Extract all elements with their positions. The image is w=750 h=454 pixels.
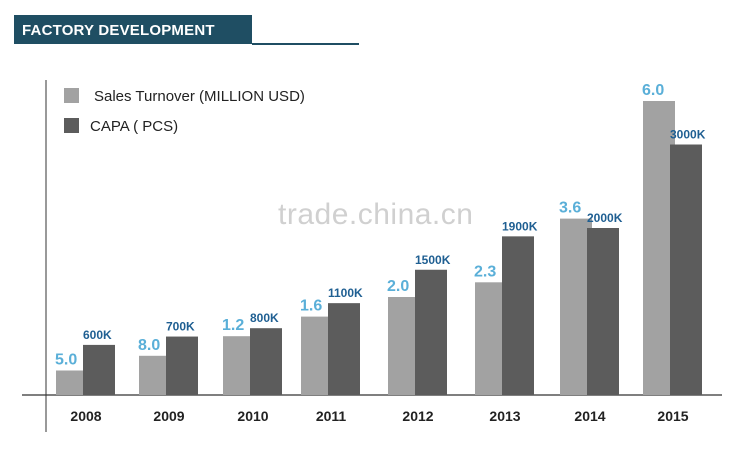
x-tick-label-2012: 2012 [402, 408, 433, 424]
bar-capa-2015 [670, 144, 702, 395]
bar-capa-2011 [328, 303, 360, 395]
x-tick-label-2011: 2011 [316, 408, 347, 424]
legend-swatch-sales [64, 88, 79, 103]
data-label-capa-2010: 800K [250, 311, 279, 325]
bar-capa-2014 [587, 228, 619, 395]
data-label-sales-2012: 2.0 [387, 278, 409, 295]
watermark: trade.china.cn [278, 198, 474, 231]
data-label-capa-2015: 3000K [670, 128, 706, 142]
legend-label-sales: Sales Turnover (MILLION USD) [94, 88, 305, 105]
data-label-capa-2008: 600K [83, 328, 112, 342]
data-label-sales-2013: 2.3 [474, 263, 496, 280]
bar-sales-2014 [560, 218, 592, 395]
data-label-sales-2008: 5.0 [55, 352, 77, 369]
bar-capa-2012 [415, 269, 447, 395]
legend-label-capa: CAPA ( PCS) [90, 118, 178, 135]
bar-sales-2015 [643, 101, 675, 395]
x-tick-label-2010: 2010 [237, 408, 268, 424]
x-tick-label-2013: 2013 [489, 408, 520, 424]
data-label-capa-2009: 700K [166, 320, 195, 334]
data-label-capa-2012: 1500K [415, 253, 451, 267]
data-label-capa-2011: 1100K [328, 286, 363, 300]
bar-sales-2010 [223, 336, 255, 395]
data-label-sales-2010: 1.2 [222, 317, 244, 334]
data-label-sales-2014: 3.6 [559, 200, 581, 217]
x-tick-label-2014: 2014 [574, 408, 605, 424]
header-underline [252, 43, 359, 45]
bar-capa-2008 [83, 344, 115, 395]
bar-capa-2013 [502, 236, 534, 395]
bar-sales-2011 [301, 316, 333, 395]
data-label-sales-2011: 1.6 [300, 298, 322, 315]
x-tick-label-2008: 2008 [70, 408, 101, 424]
legend-swatch-capa [64, 118, 79, 133]
section-title: FACTORY DEVELOPMENT [22, 22, 215, 39]
data-label-sales-2009: 8.0 [138, 337, 160, 354]
data-label-capa-2013: 1900K [502, 219, 538, 233]
x-tick-label-2015: 2015 [657, 408, 688, 424]
data-label-sales-2015: 6.0 [642, 82, 664, 99]
section-header: FACTORY DEVELOPMENT [14, 15, 252, 44]
bar-sales-2012 [388, 297, 420, 395]
data-label-capa-2014: 2000K [587, 211, 623, 225]
bar-sales-2008 [56, 370, 88, 395]
x-tick-label-2009: 2009 [153, 408, 184, 424]
bar-sales-2013 [475, 282, 507, 395]
bar-capa-2009 [166, 336, 198, 395]
bar-sales-2009 [139, 355, 171, 395]
bar-capa-2010 [250, 328, 282, 395]
